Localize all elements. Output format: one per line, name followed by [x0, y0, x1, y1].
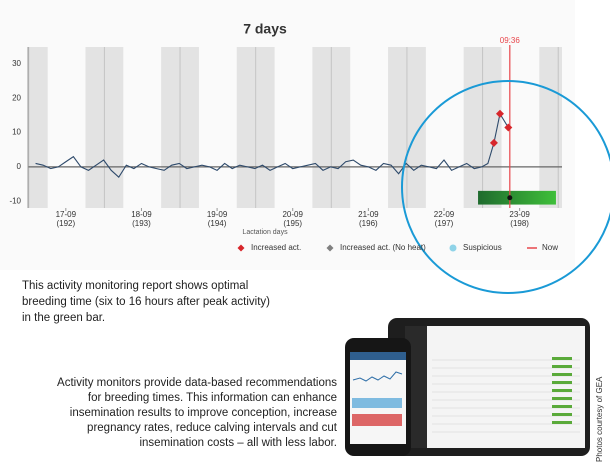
caption-line: This activity monitoring report shows op… [22, 280, 248, 292]
caption-line: Activity monitors provide data-based rec… [57, 377, 337, 389]
activity-line [35, 112, 509, 179]
legend-label: Suspicious [463, 243, 502, 252]
marker [237, 244, 245, 252]
caption-line: pregnancy rates, reduce calving interval… [87, 422, 338, 434]
x-tick-label: 22-09 (197) [434, 210, 455, 228]
device-photo [345, 318, 590, 456]
x-tick-label: 17-09 (192) [56, 210, 77, 228]
y-tick-label: 30 [12, 59, 21, 68]
legend-label: Now [542, 243, 558, 252]
x-tick-label: 18-09 (193) [131, 210, 152, 228]
y-tick-label: -10 [9, 196, 21, 205]
y-tick-label: 10 [12, 128, 21, 137]
x-tick-label: 23-09 (198) [509, 210, 530, 228]
caption-line: insemination results to improve concepti… [70, 407, 337, 419]
marker [504, 123, 513, 132]
now-label: 09:36 [500, 36, 521, 45]
y-tick-label: 0 [17, 162, 22, 171]
night-band [28, 47, 48, 208]
x-tick-label: 19-09 (194) [207, 210, 228, 228]
x-tick-label: 20-09 (195) [282, 210, 303, 228]
x-tick-label: 21-09 (196) [358, 210, 379, 228]
caption-line: for breeding times. This information can… [88, 392, 337, 404]
marker [489, 138, 498, 147]
caption-line: breeding time (six to 16 hours after pea… [22, 296, 270, 308]
y-tick-label: 20 [12, 93, 21, 102]
caption-line: in the green bar. [22, 312, 105, 324]
marker [495, 109, 504, 118]
legend-label: Increased act. (No heat) [340, 243, 426, 252]
marker [326, 244, 334, 252]
now-dot [507, 195, 513, 201]
highlight-circle [401, 80, 610, 294]
breeding-window [478, 190, 556, 205]
photo-credit: Photos courtesy of GEA [595, 376, 604, 462]
caption-line: insemination costs – all with less labor… [139, 437, 337, 449]
marker [449, 244, 457, 252]
x-axis-label: Lactation days [242, 229, 288, 236]
chart-title: 7 days [243, 21, 287, 37]
legend-label: Increased act. [251, 243, 301, 252]
